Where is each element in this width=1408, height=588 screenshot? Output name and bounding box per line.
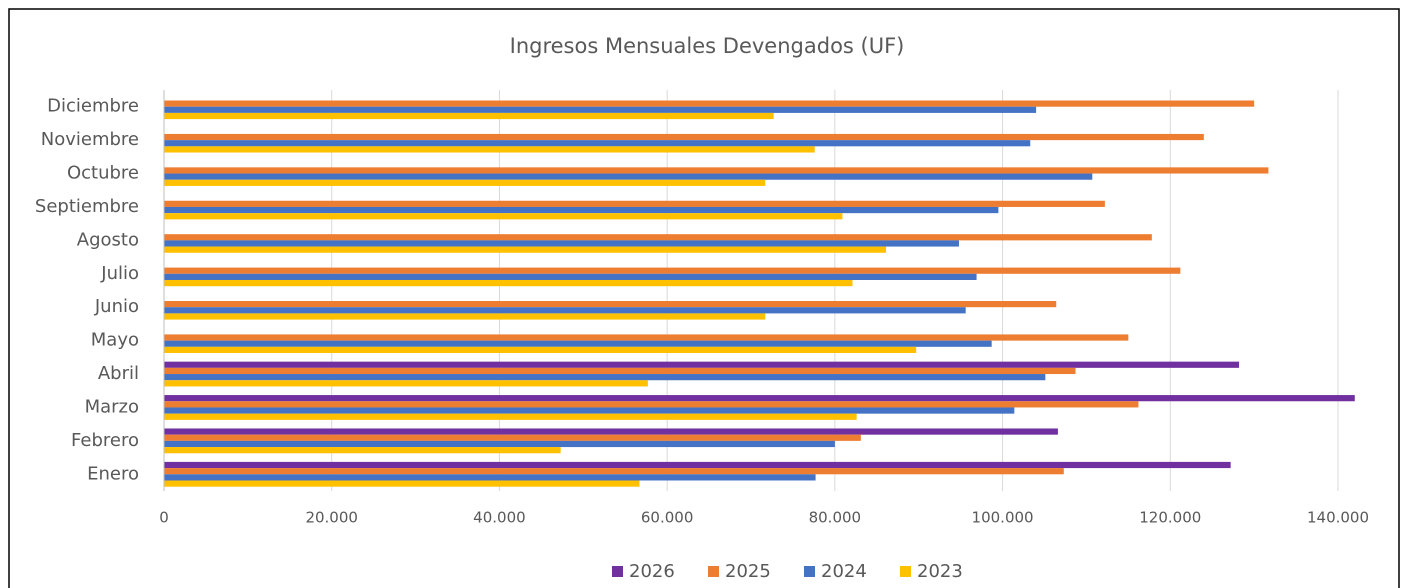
y-tick-label: Septiembre [35, 196, 139, 217]
x-tick-label: 40.000 [473, 509, 526, 527]
bar [164, 407, 1015, 414]
bar [164, 112, 774, 120]
legend-swatch [708, 566, 719, 577]
bar [164, 468, 1064, 475]
bar [164, 395, 1355, 402]
bar [164, 279, 853, 287]
y-tick-label: Junio [94, 296, 139, 317]
bar [164, 146, 815, 153]
bar [164, 173, 1093, 180]
bar [164, 380, 648, 387]
bar [164, 474, 816, 481]
bar [164, 140, 1031, 147]
bar [164, 301, 1057, 308]
bar [164, 240, 959, 247]
bar [164, 480, 640, 487]
bar [164, 428, 1058, 435]
bar [164, 440, 835, 448]
legend-label: 2026 [629, 561, 675, 582]
legend-swatch [804, 566, 815, 577]
bar [164, 100, 1255, 107]
y-tick-label: Noviembre [41, 129, 139, 150]
bar [164, 179, 766, 186]
x-tick-label: 100.000 [972, 509, 1034, 527]
x-tick-label: 0 [159, 509, 169, 527]
bar [164, 461, 1231, 469]
bar [164, 413, 857, 420]
y-tick-label: Mayo [91, 330, 139, 351]
y-tick-label: Febrero [71, 430, 139, 451]
bar [164, 213, 843, 220]
x-tick-label: 60.000 [641, 509, 694, 527]
bar [164, 133, 1204, 141]
legend-swatch [900, 566, 911, 577]
legend-swatch [612, 566, 623, 577]
bar [164, 106, 1037, 113]
x-tick-label: 20.000 [305, 509, 358, 527]
chart-title: Ingresos Mensuales Devengados (UF) [510, 34, 905, 58]
bar [164, 206, 999, 214]
bar [164, 167, 1269, 174]
y-tick-label: Agosto [77, 229, 139, 250]
bar [164, 346, 917, 354]
legend-label: 2024 [821, 561, 867, 582]
bar [164, 307, 966, 314]
chart-border [8, 8, 1400, 588]
bar [164, 361, 1240, 368]
x-tick-label: 80.000 [809, 509, 862, 527]
y-tick-label: Julio [100, 263, 139, 284]
bar [164, 313, 766, 320]
x-tick-label: 140.000 [1307, 509, 1369, 527]
y-tick-label: Diciembre [47, 96, 139, 117]
y-tick-label: Abril [98, 363, 139, 384]
bar [164, 273, 977, 280]
bar [164, 447, 561, 454]
x-tick-label: 120.000 [1139, 509, 1201, 527]
bar [164, 267, 1181, 274]
bar [164, 334, 1129, 341]
bar [164, 367, 1076, 375]
y-tick-label: Marzo [85, 396, 139, 417]
legend-label: 2023 [917, 561, 963, 582]
bar [164, 401, 1139, 408]
legend-label: 2025 [725, 561, 771, 582]
bar [164, 374, 1046, 381]
bar [164, 340, 992, 347]
bar [164, 234, 1152, 241]
bar [164, 200, 1105, 207]
bar [164, 246, 887, 253]
y-tick-label: Enero [87, 463, 139, 484]
bar [164, 434, 861, 441]
y-tick-label: Octubre [67, 163, 139, 184]
